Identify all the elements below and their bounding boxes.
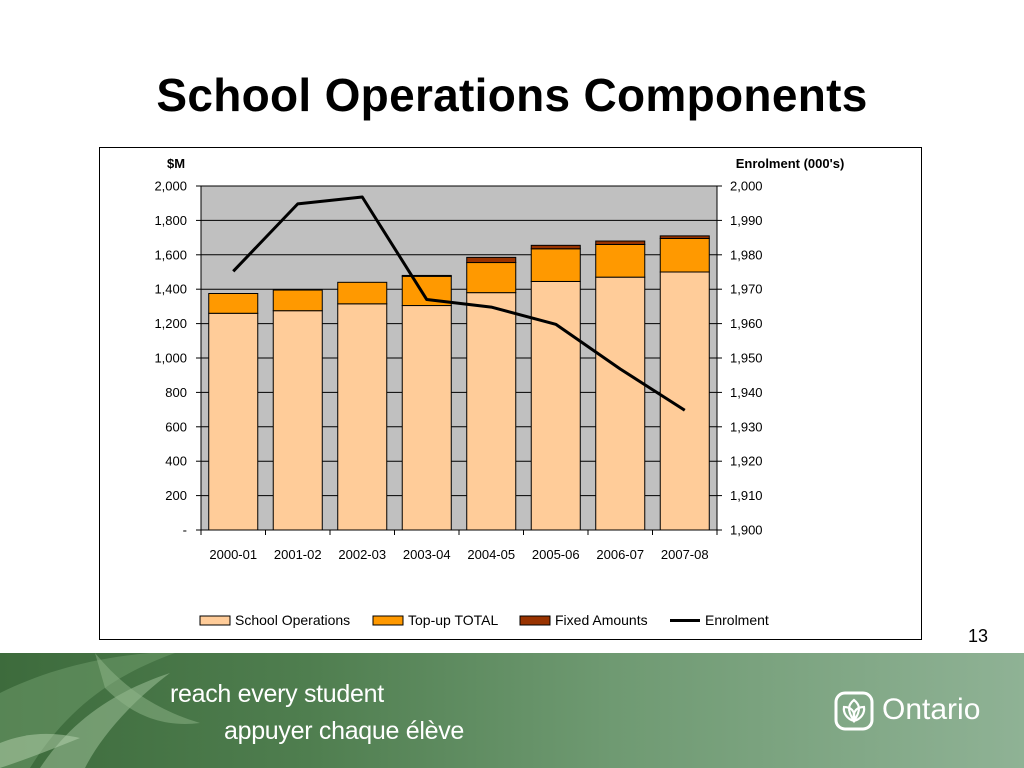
right-tick-label: 1,950: [730, 351, 763, 366]
tagline-french: appuyer chaque élève: [224, 717, 465, 745]
right-tick-label: 1,910: [730, 488, 763, 503]
left-axis-tick-labels: - 200 400 600 800 1,000 1,200 1,400 1,600 1,800 2,…: [154, 179, 187, 538]
legend-label: Enrolment: [705, 612, 769, 628]
legend-swatch: [519, 615, 551, 626]
category-label: 2002-03: [338, 547, 386, 562]
slide-title: School Operations Components: [156, 69, 868, 121]
bar-fixed-amounts: [466, 256, 517, 264]
right-tick-label: 1,900: [730, 523, 763, 538]
right-tick-label: 2,000: [730, 179, 763, 194]
footer-band: reach every student appuyer chaque élève…: [0, 653, 1024, 768]
left-tick-label: 1,200: [154, 316, 187, 331]
legend-swatch: [199, 615, 231, 626]
bar-top-up-total: [337, 281, 388, 305]
legend-top-up-total: Top-up TOTAL: [372, 612, 498, 628]
category-label: 2007-08: [661, 547, 709, 562]
enrolment-line-layer: [232, 195, 686, 412]
category-label: 2005-06: [532, 547, 580, 562]
legend-swatch: [372, 615, 404, 626]
left-tick-label: 1,400: [154, 282, 187, 297]
category-label: 2001-02: [274, 547, 322, 562]
legend-fixed-amounts: Fixed Amounts: [519, 612, 648, 628]
axes: [196, 185, 722, 535]
legend-label: Fixed Amounts: [555, 612, 648, 628]
category-tick-labels: 2000-01 2001-02 2002-03 2003-04 2004-05 2005-…: [209, 547, 708, 562]
bar-school-operations: [466, 292, 517, 531]
bar-school-operations: [272, 310, 323, 531]
category-label: 2006-07: [596, 547, 644, 562]
chart-frame: - 200 400 600 800 1,000 1,200 1,400 1,600 1,800 2,…: [99, 147, 922, 640]
tagline-english: reach every student: [170, 680, 384, 708]
left-tick-label: 200: [165, 488, 187, 503]
legend: School Operations Top-up TOTAL Fixed Amoun…: [199, 612, 769, 628]
ontario-wordmark: Ontario: [882, 693, 981, 726]
bar-fixed-amounts: [595, 240, 646, 245]
left-tick-label: 1,000: [154, 351, 187, 366]
bar-fixed-amounts: [401, 274, 452, 277]
right-tick-label: 1,930: [730, 419, 763, 434]
bar-school-operations: [595, 276, 646, 531]
right-tick-label: 1,960: [730, 316, 763, 331]
bar-school-operations: [401, 305, 452, 531]
bar-top-up-total: [659, 237, 710, 273]
line-enrolment: [232, 195, 686, 412]
page-number: 13: [967, 626, 988, 646]
left-tick-label: 1,600: [154, 247, 187, 262]
chart: - 200 400 600 800 1,000 1,200 1,400 1,600 1,800 2,…: [154, 156, 845, 628]
left-axis-title: $M: [167, 156, 185, 171]
right-tick-label: 1,940: [730, 385, 763, 400]
bar-top-up-total: [208, 293, 259, 314]
category-label: 2003-04: [403, 547, 451, 562]
category-label: 2004-05: [467, 547, 515, 562]
bar-school-operations: [337, 303, 388, 531]
bar-fixed-amounts: [659, 235, 710, 239]
legend-enrolment: Enrolment: [670, 612, 769, 628]
right-axis-title: Enrolment (000's): [736, 156, 845, 171]
bar-top-up-total: [530, 248, 581, 282]
left-tick-label: 2,000: [154, 179, 187, 194]
right-tick-label: 1,990: [730, 213, 763, 228]
right-tick-label: 1,980: [730, 247, 763, 262]
right-tick-label: 1,970: [730, 282, 763, 297]
bar-fixed-amounts: [530, 244, 581, 250]
bar-top-up-total: [466, 262, 517, 294]
ontario-trillium-icon: [834, 691, 874, 731]
right-axis-tick-labels: 1,900 1,910 1,920 1,930 1,940 1,950 1,960 1,970…: [730, 179, 763, 538]
left-tick-label: 1,800: [154, 213, 187, 228]
bar-top-up-total: [595, 243, 646, 278]
legend-label: Top-up TOTAL: [408, 612, 498, 628]
bar-school-operations: [208, 312, 259, 531]
legend-school-operations: School Operations: [199, 612, 350, 628]
left-tick-label: 600: [165, 419, 187, 434]
left-tick-label: -: [183, 523, 187, 538]
left-tick-label: 800: [165, 385, 187, 400]
category-label: 2000-01: [209, 547, 257, 562]
right-tick-label: 1,920: [730, 454, 763, 469]
swoosh-decoration-icon: [0, 653, 200, 768]
legend-label: School Operations: [235, 612, 350, 628]
bar-top-up-total: [272, 289, 323, 312]
left-tick-label: 400: [165, 454, 187, 469]
